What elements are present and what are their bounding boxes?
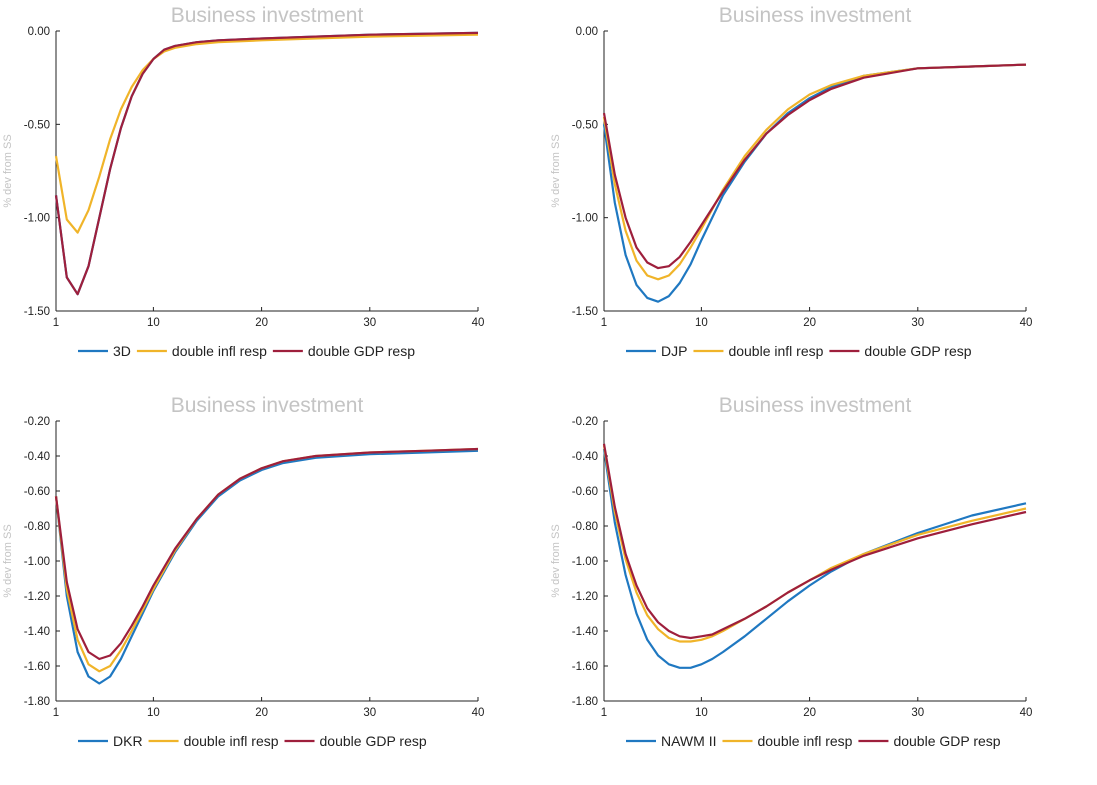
y-axis-label: % dev from SS <box>2 524 14 597</box>
legend: DKR double infl resp double GDP resp <box>78 733 427 749</box>
y-tick-label: 0.00 <box>28 26 50 38</box>
series-line-1 <box>602 448 1027 669</box>
x-tick-label: 20 <box>255 317 268 329</box>
x-tick-label: 10 <box>695 707 708 719</box>
y-tick-label: -1.20 <box>24 591 50 603</box>
y-axis-label: % dev from SS <box>550 524 562 597</box>
y-tick-label: -1.80 <box>572 696 598 708</box>
y-axis-label: % dev from SS <box>550 134 562 207</box>
y-tick-label: -0.50 <box>572 119 598 131</box>
legend-entry: NAWM II <box>661 733 716 749</box>
x-tick-label: 1 <box>601 317 607 329</box>
series-line-3 <box>602 443 1027 640</box>
y-tick-label: -1.20 <box>572 591 598 603</box>
legend-entry: DKR <box>113 733 143 749</box>
chart-panel-djp: Business investment % dev from SS 0.00 -0.5… <box>548 0 1097 390</box>
series-line-3 <box>602 63 1027 270</box>
chart-svg: Business investment % dev from SS -0.20 -0.… <box>550 394 1033 749</box>
legend-entry: double GDP resp <box>320 733 427 749</box>
y-tick-label: -0.60 <box>572 486 598 498</box>
chart-title: Business investment <box>171 394 364 417</box>
y-tick-label: -1.00 <box>572 556 598 568</box>
x-tick-label: 30 <box>911 317 924 329</box>
legend-entry: double infl resp <box>184 733 279 749</box>
legend: 3D double infl resp double GDP resp <box>78 343 415 359</box>
legend-entry: double infl resp <box>172 343 267 359</box>
x-tick-label: 1 <box>53 317 59 329</box>
x-tick-label: 30 <box>363 317 376 329</box>
y-tick-label: -1.60 <box>572 661 598 673</box>
legend-entry: double infl resp <box>728 343 823 359</box>
y-tick-label: -1.00 <box>24 213 50 225</box>
y-tick-label: -0.20 <box>24 416 50 428</box>
x-tick-label: 40 <box>472 317 485 329</box>
chart-title: Business investment <box>719 4 912 27</box>
x-tick-label: 1 <box>601 707 607 719</box>
chart-svg: Business investment % dev from SS 0.00 -0.5… <box>550 4 1033 359</box>
y-tick-label: -1.50 <box>24 306 50 318</box>
x-tick-label: 10 <box>695 317 708 329</box>
series-line-3 <box>54 31 479 296</box>
legend: NAWM II double infl resp double GDP resp <box>626 733 1001 749</box>
legend-entry: double infl resp <box>757 733 852 749</box>
legend-entry: double GDP resp <box>864 343 971 359</box>
chart-panel-dkr: Business investment % dev from SS -0.20 -0.… <box>0 390 548 780</box>
chart-panel-3d: Business investment % dev from SS 0.00 -0.5… <box>0 0 548 390</box>
y-tick-label: 0.00 <box>576 26 598 38</box>
x-tick-label: 10 <box>147 317 160 329</box>
y-tick-label: -0.50 <box>24 119 50 131</box>
y-tick-label: -1.00 <box>24 556 50 568</box>
legend: DJP double infl resp double GDP resp <box>626 343 972 359</box>
series-line-2 <box>54 447 479 673</box>
y-axis-label: % dev from SS <box>2 134 14 207</box>
y-tick-label: -0.80 <box>24 521 50 533</box>
y-tick-label: -0.40 <box>24 451 50 463</box>
series-line-2 <box>54 33 479 234</box>
chart-svg: Business investment % dev from SS 0.00 -0.5… <box>2 4 485 359</box>
series-line-1 <box>54 31 479 296</box>
x-tick-label: 20 <box>803 707 816 719</box>
legend-entry: 3D <box>113 343 131 359</box>
y-tick-label: -0.20 <box>572 416 598 428</box>
x-tick-label: 30 <box>911 707 924 719</box>
chart-panel-nawm: Business investment % dev from SS -0.20 -0.… <box>548 390 1097 780</box>
x-tick-label: 20 <box>803 317 816 329</box>
chart-title: Business investment <box>171 4 364 27</box>
legend-entry: double GDP resp <box>308 343 415 359</box>
x-tick-label: 1 <box>53 707 59 719</box>
chart-title: Business investment <box>719 394 912 417</box>
y-tick-label: -0.60 <box>24 486 50 498</box>
series-line-2 <box>602 445 1027 643</box>
x-tick-label: 20 <box>255 707 268 719</box>
y-tick-label: -0.80 <box>572 521 598 533</box>
x-tick-label: 10 <box>147 707 160 719</box>
y-tick-label: -1.00 <box>572 213 598 225</box>
legend-entry: DJP <box>661 343 687 359</box>
y-tick-label: -1.60 <box>24 661 50 673</box>
chart-svg: Business investment % dev from SS -0.20 -0.… <box>2 394 485 749</box>
y-tick-label: -1.40 <box>572 626 598 638</box>
series-line-1 <box>54 449 479 685</box>
y-tick-label: -1.80 <box>24 696 50 708</box>
series-line-3 <box>54 447 479 661</box>
x-tick-label: 40 <box>472 707 485 719</box>
x-tick-label: 40 <box>1020 707 1033 719</box>
y-tick-label: -1.50 <box>572 306 598 318</box>
legend-entry: double GDP resp <box>893 733 1000 749</box>
y-tick-label: -1.40 <box>24 626 50 638</box>
x-tick-label: 40 <box>1020 317 1033 329</box>
x-tick-label: 30 <box>363 707 376 719</box>
y-tick-label: -0.40 <box>572 451 598 463</box>
